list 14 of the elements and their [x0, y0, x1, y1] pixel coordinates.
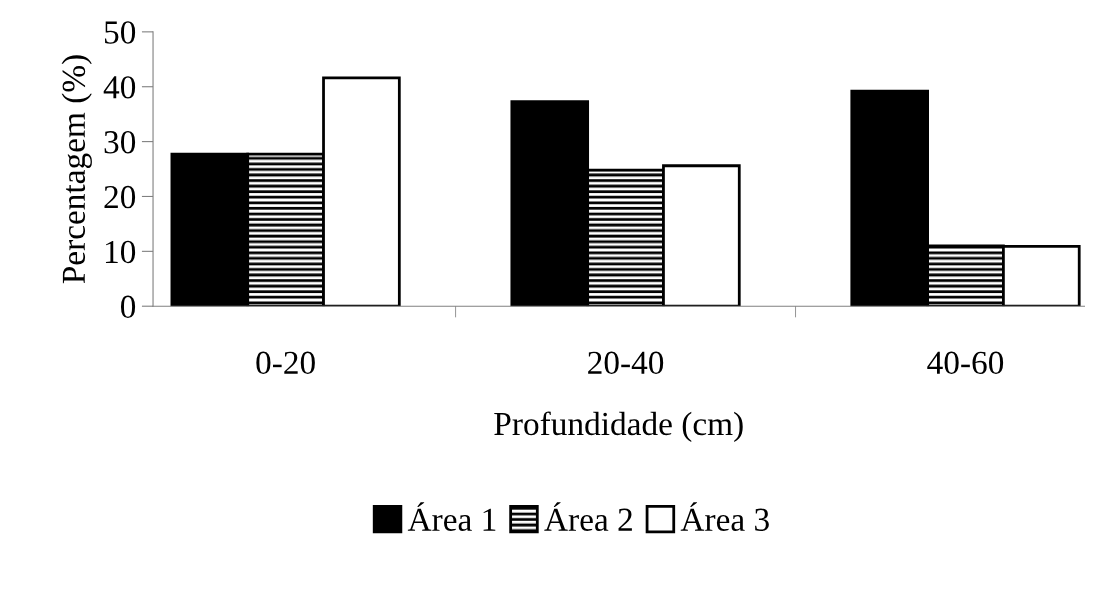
legend-label: Área 3 — [680, 502, 769, 531]
y-tick-label: 40 — [103, 76, 136, 99]
x-tick-label: 40-60 — [927, 351, 1004, 375]
y-tick-label: 20 — [104, 185, 136, 209]
legend-label: Área 2 — [544, 502, 632, 531]
x-axis-title: Profundidade (cm) — [494, 411, 743, 443]
y-axis-title: Percentagem (%) — [61, 55, 92, 284]
x-tick-label: 20-40 — [588, 351, 664, 375]
y-tick-label: 50 — [104, 21, 136, 44]
x-tick-label: 0-20 — [256, 351, 315, 375]
y-tick-label: 0 — [120, 295, 136, 319]
y-tick-label: 30 — [104, 131, 136, 154]
legend-label: Área 1 — [407, 502, 496, 531]
y-tick-label: 10 — [105, 240, 136, 264]
